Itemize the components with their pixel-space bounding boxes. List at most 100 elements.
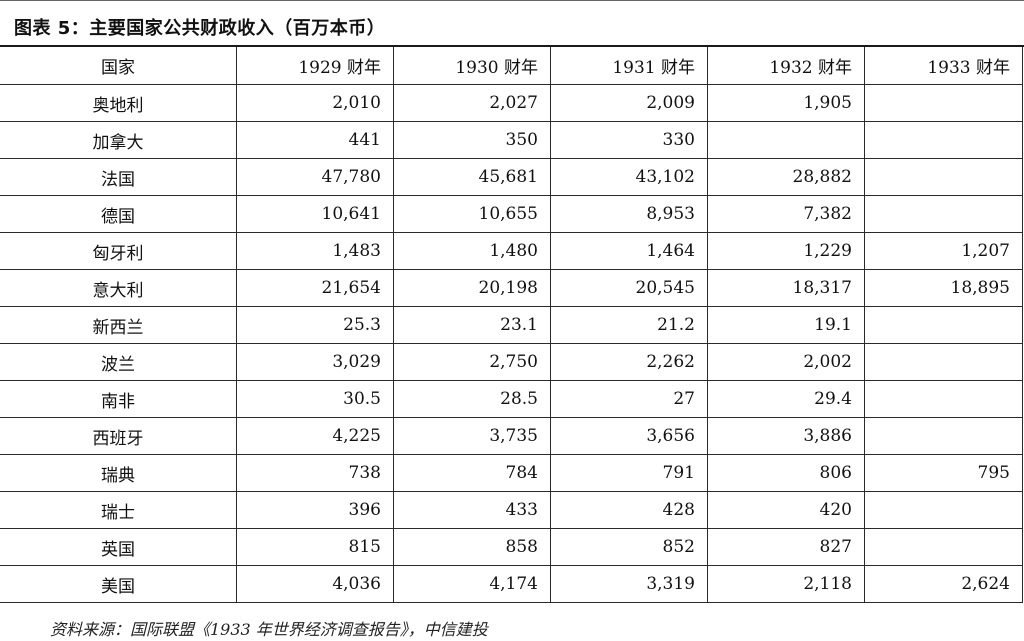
value-cell: 3,656 <box>550 417 708 455</box>
country-cell: 南非 <box>0 380 237 418</box>
value-cell: 3,886 <box>707 417 865 455</box>
country-cell: 德国 <box>0 195 237 233</box>
table-row: 美国 4,036 4,174 3,319 2,118 2,624 <box>0 565 1023 603</box>
value-cell: 1,483 <box>236 232 394 270</box>
value-cell: 25.3 <box>236 306 394 344</box>
value-cell: 1,229 <box>707 232 865 270</box>
table-row: 意大利 21,654 20,198 20,545 18,317 18,895 <box>0 269 1023 307</box>
country-cell: 奥地利 <box>0 84 237 122</box>
country-cell: 新西兰 <box>0 306 237 344</box>
value-cell: 1,480 <box>393 232 551 270</box>
value-cell: 396 <box>236 491 394 529</box>
value-cell: 28.5 <box>393 380 551 418</box>
country-cell: 加拿大 <box>0 121 237 159</box>
revenue-table: 国家 1929 财年 1930 财年 1931 财年 1932 财年 1933 … <box>0 47 1023 603</box>
value-cell: 784 <box>393 454 551 492</box>
value-cell: 2,002 <box>707 343 865 381</box>
country-cell: 英国 <box>0 528 237 566</box>
value-cell: 30.5 <box>236 380 394 418</box>
value-cell <box>864 195 1023 233</box>
country-cell: 瑞典 <box>0 454 237 492</box>
table-body: 奥地利 2,010 2,027 2,009 1,905 加拿大 441 350 330 法国 47,… <box>0 84 1023 603</box>
value-cell: 10,641 <box>236 195 394 233</box>
table-row: 西班牙 4,225 3,735 3,656 3,886 <box>0 417 1023 455</box>
value-cell: 4,036 <box>236 565 394 603</box>
table-row: 匈牙利 1,483 1,480 1,464 1,229 1,207 <box>0 232 1023 270</box>
value-cell <box>864 84 1023 122</box>
table-row: 英国 815 858 852 827 <box>0 528 1023 566</box>
source-note: 资料来源：国际联盟《1933 年世界经济调查报告》，中信建投 <box>50 620 488 639</box>
value-cell: 27 <box>550 380 708 418</box>
table-row: 瑞士 396 433 428 420 <box>0 491 1023 529</box>
value-cell: 852 <box>550 528 708 566</box>
value-cell <box>864 528 1023 566</box>
value-cell: 20,198 <box>393 269 551 307</box>
value-cell: 8,953 <box>550 195 708 233</box>
value-cell: 441 <box>236 121 394 159</box>
figure-title: 图表 5：主要国家公共财政收入（百万本币） <box>14 18 386 39</box>
value-cell <box>864 343 1023 381</box>
header-fy1929: 1929 财年 <box>236 47 394 85</box>
value-cell <box>864 158 1023 196</box>
value-cell: 428 <box>550 491 708 529</box>
title-bar: 图表 5：主要国家公共财政收入（百万本币） <box>0 0 1024 47</box>
country-cell: 美国 <box>0 565 237 603</box>
value-cell: 795 <box>864 454 1023 492</box>
value-cell: 4,174 <box>393 565 551 603</box>
table-row: 奥地利 2,010 2,027 2,009 1,905 <box>0 84 1023 122</box>
value-cell: 21.2 <box>550 306 708 344</box>
value-cell <box>864 380 1023 418</box>
title-rule <box>0 45 1024 47</box>
value-cell <box>864 306 1023 344</box>
header-fy1932: 1932 财年 <box>707 47 865 85</box>
value-cell: 1,905 <box>707 84 865 122</box>
table-row: 瑞典 738 784 791 806 795 <box>0 454 1023 492</box>
value-cell: 2,262 <box>550 343 708 381</box>
value-cell: 29.4 <box>707 380 865 418</box>
country-cell: 匈牙利 <box>0 232 237 270</box>
country-cell: 法国 <box>0 158 237 196</box>
country-cell: 波兰 <box>0 343 237 381</box>
value-cell: 1,207 <box>864 232 1023 270</box>
value-cell: 791 <box>550 454 708 492</box>
table-row: 德国 10,641 10,655 8,953 7,382 <box>0 195 1023 233</box>
country-cell: 瑞士 <box>0 491 237 529</box>
value-cell: 330 <box>550 121 708 159</box>
value-cell: 827 <box>707 528 865 566</box>
table-row: 法国 47,780 45,681 43,102 28,882 <box>0 158 1023 196</box>
table-row: 南非 30.5 28.5 27 29.4 <box>0 380 1023 418</box>
value-cell: 7,382 <box>707 195 865 233</box>
value-cell: 20,545 <box>550 269 708 307</box>
value-cell: 43,102 <box>550 158 708 196</box>
value-cell: 3,319 <box>550 565 708 603</box>
value-cell: 350 <box>393 121 551 159</box>
value-cell <box>864 417 1023 455</box>
value-cell: 2,118 <box>707 565 865 603</box>
value-cell: 3,029 <box>236 343 394 381</box>
value-cell: 2,624 <box>864 565 1023 603</box>
table-row: 新西兰 25.3 23.1 21.2 19.1 <box>0 306 1023 344</box>
header-fy1931: 1931 财年 <box>550 47 708 85</box>
value-cell: 19.1 <box>707 306 865 344</box>
header-row: 国家 1929 财年 1930 财年 1931 财年 1932 财年 1933 … <box>0 47 1023 85</box>
value-cell: 2,027 <box>393 84 551 122</box>
header-fy1933: 1933 财年 <box>864 47 1023 85</box>
value-cell: 2,009 <box>550 84 708 122</box>
value-cell: 420 <box>707 491 865 529</box>
value-cell: 1,464 <box>550 232 708 270</box>
header-country: 国家 <box>0 47 237 85</box>
value-cell: 21,654 <box>236 269 394 307</box>
value-cell <box>707 121 865 159</box>
value-cell: 858 <box>393 528 551 566</box>
value-cell: 815 <box>236 528 394 566</box>
value-cell: 2,750 <box>393 343 551 381</box>
value-cell: 738 <box>236 454 394 492</box>
top-rule <box>0 0 1024 1</box>
value-cell: 18,317 <box>707 269 865 307</box>
value-cell <box>864 491 1023 529</box>
country-cell: 西班牙 <box>0 417 237 455</box>
value-cell: 47,780 <box>236 158 394 196</box>
value-cell: 3,735 <box>393 417 551 455</box>
value-cell: 10,655 <box>393 195 551 233</box>
value-cell <box>864 121 1023 159</box>
